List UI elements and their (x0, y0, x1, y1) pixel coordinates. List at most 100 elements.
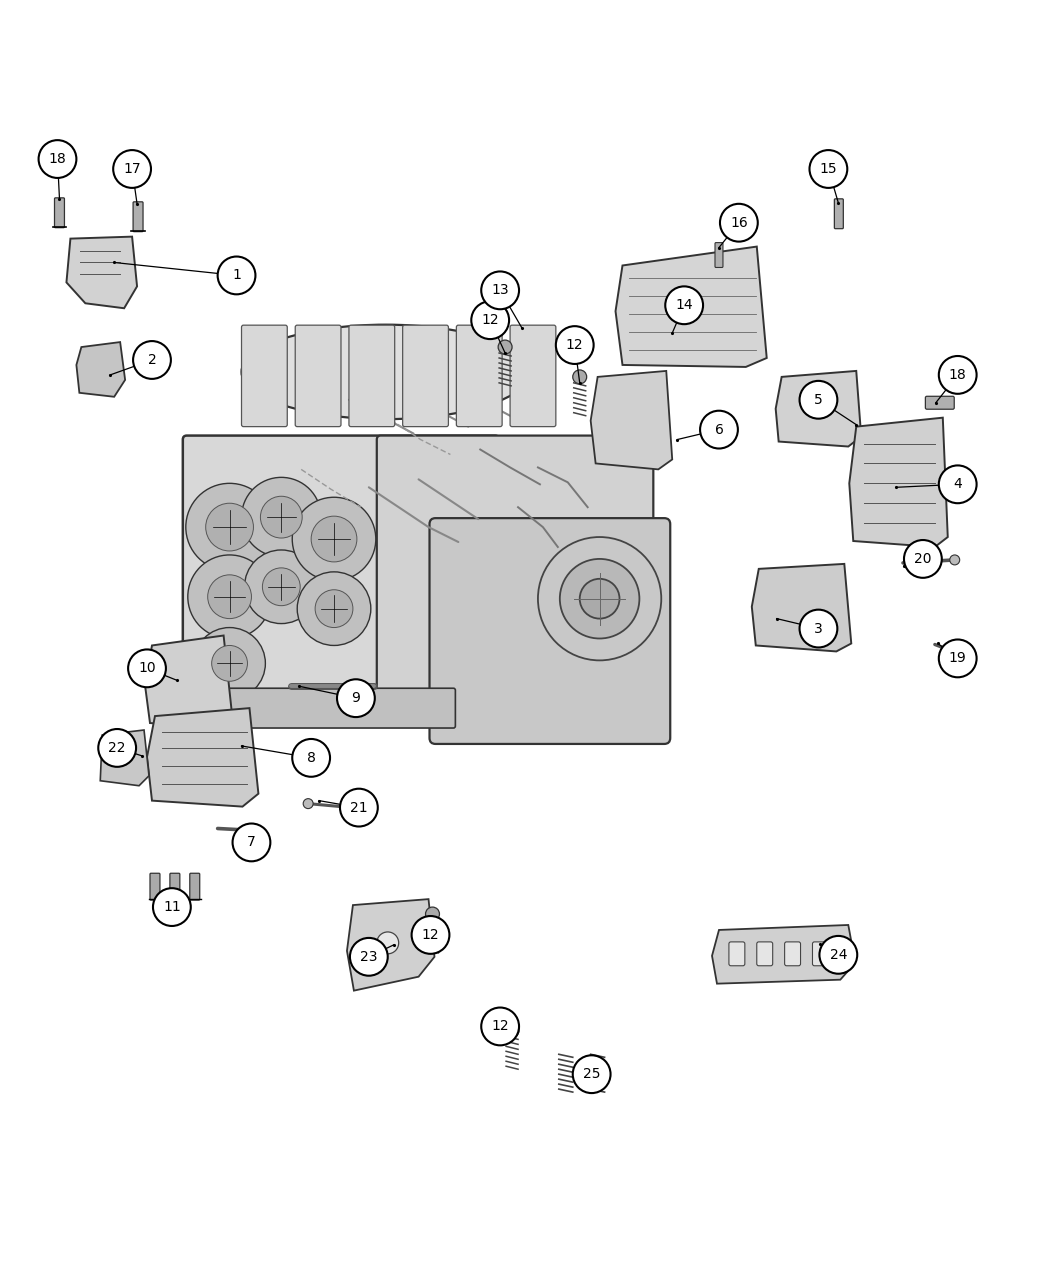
Text: 1: 1 (232, 268, 241, 282)
Text: 24: 24 (830, 948, 847, 962)
Polygon shape (590, 370, 672, 470)
Text: 20: 20 (914, 552, 932, 566)
Circle shape (938, 465, 976, 503)
Text: 19: 19 (949, 651, 967, 665)
FancyBboxPatch shape (150, 873, 160, 900)
Circle shape (580, 578, 620, 618)
FancyBboxPatch shape (183, 435, 499, 713)
Text: 22: 22 (108, 741, 126, 755)
Text: 6: 6 (714, 423, 724, 437)
FancyBboxPatch shape (169, 873, 180, 900)
Circle shape (809, 151, 847, 188)
FancyBboxPatch shape (242, 326, 287, 427)
Circle shape (262, 568, 300, 605)
Circle shape (938, 640, 976, 677)
Text: 14: 14 (675, 299, 693, 313)
Circle shape (249, 825, 260, 835)
Circle shape (232, 824, 270, 861)
Circle shape (292, 497, 376, 581)
Circle shape (211, 645, 247, 681)
Circle shape (292, 739, 330, 776)
Circle shape (555, 326, 593, 364)
Polygon shape (615, 246, 767, 366)
Text: 11: 11 (163, 900, 181, 914)
Circle shape (218, 257, 256, 294)
Circle shape (471, 301, 509, 340)
Circle shape (820, 936, 857, 974)
Text: 17: 17 (123, 162, 141, 176)
Polygon shape (66, 236, 137, 308)
FancyBboxPatch shape (189, 873, 200, 900)
Circle shape (572, 1055, 610, 1093)
Circle shape (950, 555, 959, 564)
Circle shape (134, 341, 170, 379)
Circle shape (186, 483, 274, 571)
FancyBboxPatch shape (349, 326, 394, 427)
Polygon shape (145, 636, 231, 728)
Polygon shape (849, 418, 948, 547)
Text: 12: 12 (482, 313, 499, 327)
Circle shape (340, 789, 378, 826)
Circle shape (153, 889, 190, 926)
Circle shape (337, 679, 375, 718)
Polygon shape (752, 564, 851, 651)
Circle shape (194, 627, 265, 700)
Polygon shape (347, 899, 434, 991)
Circle shape (98, 729, 136, 766)
FancyBboxPatch shape (812, 942, 828, 965)
Circle shape (955, 650, 966, 659)
Text: 5: 5 (814, 393, 823, 407)
FancyBboxPatch shape (227, 688, 456, 728)
Text: 12: 12 (566, 338, 584, 352)
Circle shape (188, 555, 271, 638)
Circle shape (665, 286, 703, 324)
Circle shape (114, 151, 151, 188)
Text: 16: 16 (730, 216, 748, 230)
FancyBboxPatch shape (377, 435, 653, 692)
Text: 12: 12 (422, 928, 440, 942)
FancyBboxPatch shape (729, 942, 745, 965)
Polygon shape (100, 730, 149, 785)
FancyBboxPatch shape (429, 518, 670, 744)
Text: 7: 7 (247, 835, 256, 849)
Text: 15: 15 (820, 162, 837, 176)
FancyBboxPatch shape (55, 198, 64, 227)
Circle shape (800, 381, 837, 419)
Circle shape (128, 650, 166, 687)
Circle shape (572, 370, 587, 384)
FancyBboxPatch shape (296, 326, 341, 427)
Text: 21: 21 (350, 801, 368, 815)
FancyBboxPatch shape (834, 199, 844, 229)
FancyBboxPatch shape (926, 396, 954, 409)
Circle shape (938, 356, 976, 393)
FancyBboxPatch shape (457, 326, 502, 427)
Polygon shape (77, 342, 125, 397)
Circle shape (425, 907, 440, 921)
FancyBboxPatch shape (785, 942, 801, 965)
Circle shape (316, 590, 352, 627)
Text: 12: 12 (491, 1019, 509, 1033)
Polygon shape (775, 370, 862, 447)
Circle shape (538, 538, 662, 660)
Polygon shape (147, 709, 259, 807)
Ellipse shape (242, 324, 530, 419)
Circle shape (481, 1008, 519, 1046)
Circle shape (350, 937, 388, 976)
Circle shape (411, 916, 449, 954)
FancyBboxPatch shape (715, 243, 723, 267)
Text: 13: 13 (491, 283, 509, 298)
FancyBboxPatch shape (134, 202, 143, 231)
Text: 4: 4 (953, 478, 963, 492)
Circle shape (298, 572, 370, 645)
Circle shape (800, 609, 837, 647)
Text: 3: 3 (814, 622, 823, 636)
Circle shape (904, 540, 942, 577)
Circle shape (242, 478, 321, 557)
Text: 2: 2 (147, 352, 157, 366)
Circle shape (207, 575, 251, 618)
FancyBboxPatch shape (403, 326, 448, 427)
Circle shape (39, 140, 77, 178)
Text: 9: 9 (351, 691, 361, 705)
Text: 23: 23 (360, 950, 378, 964)
Circle shape (244, 550, 318, 623)
